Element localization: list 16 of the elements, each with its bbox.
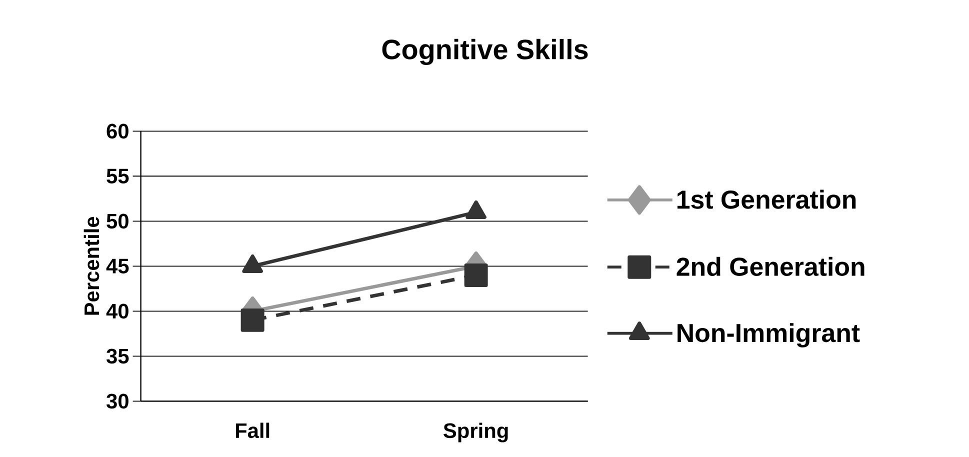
legend-label: Non-Immigrant <box>678 323 860 348</box>
y-tick-label: 45 <box>106 258 129 274</box>
point <box>464 263 488 287</box>
y-tick-label: 60 <box>106 124 128 139</box>
legend-label: 2nd Generation <box>676 256 864 276</box>
x-tick-label: Spring <box>444 422 508 442</box>
x-tick-label: Fall <box>236 422 270 438</box>
y-tick-label: 50 <box>106 214 128 229</box>
y-axis-title: Percentile <box>84 216 100 315</box>
y-tick-label: 30 <box>106 394 128 409</box>
y-tick-label: 40 <box>106 304 128 319</box>
legend-label: 1st Generation <box>677 190 856 209</box>
chart-title: Cognitive Skills <box>382 38 588 66</box>
y-tick-label: 35 <box>106 348 129 364</box>
point <box>240 308 264 332</box>
y-tick-label: 55 <box>106 168 129 184</box>
